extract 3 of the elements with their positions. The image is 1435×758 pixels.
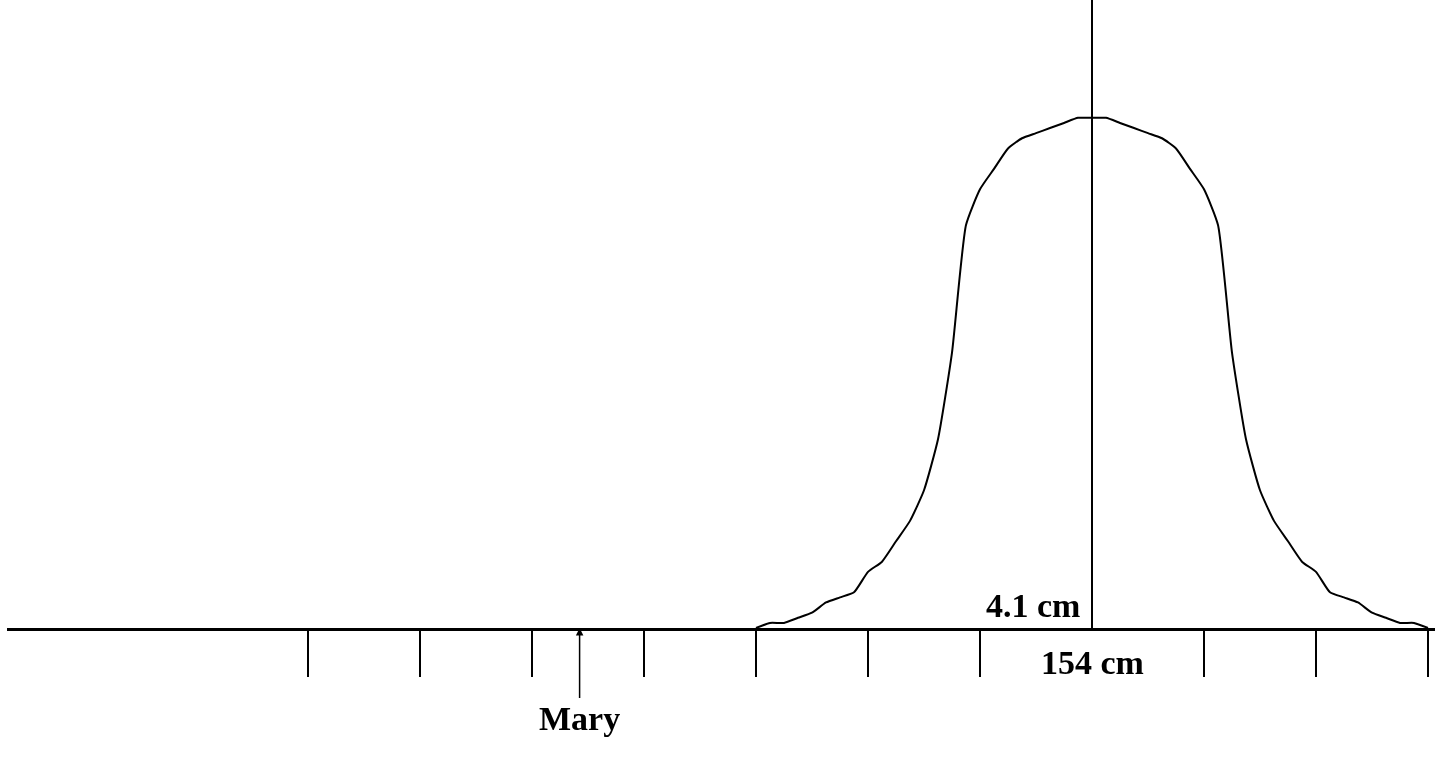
text: Mary bbox=[539, 700, 621, 737]
text: 154 cm bbox=[1041, 644, 1144, 681]
annotation: 4.1 cm bbox=[986, 587, 1081, 624]
